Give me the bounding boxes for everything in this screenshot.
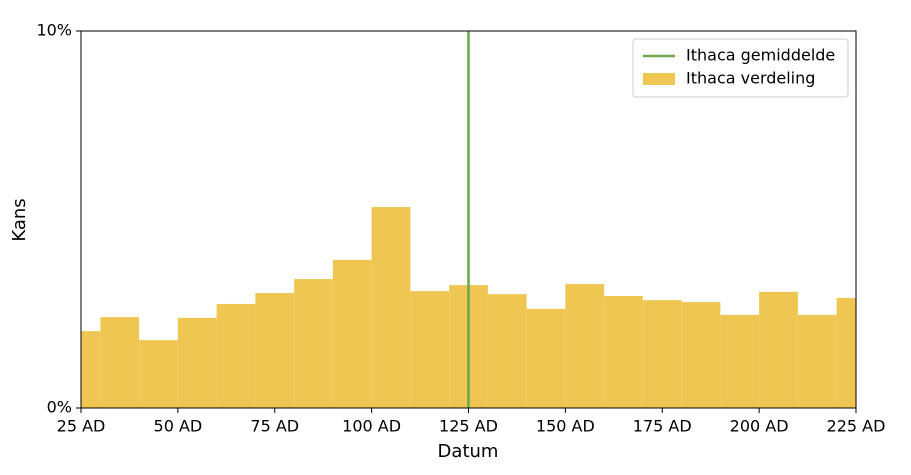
histogram-bar (642, 300, 682, 408)
legend-label: Ithaca verdeling (686, 69, 815, 88)
legend-patch (643, 73, 675, 85)
histogram-bar (604, 296, 643, 408)
histogram-bar (332, 259, 372, 408)
x-tick-label: 50 AD (154, 417, 203, 436)
histogram-bar (681, 302, 721, 408)
y-tick-label: 10% (36, 21, 72, 40)
histogram-bar (526, 308, 566, 408)
histogram-bar (487, 294, 527, 408)
histogram-bar (836, 297, 856, 408)
histogram-bar (139, 340, 178, 408)
x-tick-label: 25 AD (57, 417, 106, 436)
histogram-bar (565, 283, 605, 408)
histogram-bar (759, 291, 798, 408)
x-tick-label: 150 AD (536, 417, 595, 436)
histogram-bar (100, 317, 140, 408)
x-tick-label: 75 AD (250, 417, 299, 436)
histogram-bar (255, 293, 295, 408)
x-tick-label: 200 AD (730, 417, 789, 436)
legend-box (632, 38, 849, 98)
x-axis-label: Datum (438, 441, 499, 462)
histogram-bar (371, 207, 411, 408)
x-tick-label: 100 AD (342, 417, 401, 436)
histogram-bar (797, 314, 837, 408)
y-axis-label: Kans (9, 198, 30, 241)
histogram-bar (720, 314, 760, 408)
y-tick-label: 0% (47, 398, 72, 417)
x-tick-label: 175 AD (633, 417, 692, 436)
histogram-bar (177, 317, 217, 408)
x-tick-label: 125 AD (439, 417, 498, 436)
legend-label: Ithaca gemiddelde (686, 46, 835, 65)
histogram-bar (294, 279, 333, 408)
histogram-bar (81, 331, 101, 408)
histogram-bar (216, 303, 256, 408)
x-tick-label: 225 AD (827, 417, 886, 436)
histogram-bar (410, 291, 450, 408)
